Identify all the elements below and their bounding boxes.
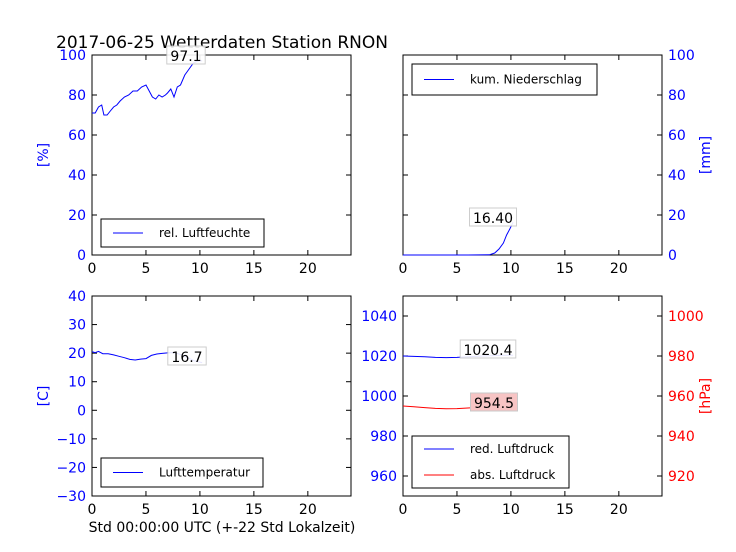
x-tick-label: 20 [299,261,317,277]
annotation-label: 954.5 [474,396,514,412]
y-tick-label-right: 100 [668,48,695,64]
x-axis-label: Std 00:00:00 UTC (+-22 Std Lokalzeit) [89,520,356,536]
y-tick-label: −10 [56,432,86,448]
y-tick-label-right: 80 [668,88,686,104]
x-tick-label: 0 [399,502,408,518]
x-tick-label: 15 [245,502,263,518]
panel-4: 0 5 10 15 20 960 980 1000 1020 1040 920 940 960 980 10… [361,295,714,518]
y-tick-label: 1020 [361,349,397,365]
legend-label: abs. Luftdruck [470,468,555,482]
x-tick-label: 15 [245,261,263,277]
y-tick-label: 30 [68,318,86,334]
annotation-box [459,339,517,359]
y-tick-label: 40 [68,168,86,184]
x-tick-label: 20 [610,261,628,277]
y-tick-label: 0 [77,248,86,264]
x-tick-label: 5 [141,261,150,277]
figure-title: 2017-06-25 Wetterdaten Station RNON [56,33,388,53]
y-tick-label: −20 [56,460,86,476]
y-axis-label: [%] [36,143,52,167]
panel-1: 0 5 10 15 20 0 20 40 60 80 100 [%] rel. Luftfeuchte 9… [36,45,352,277]
x-tick-label: 20 [610,502,628,518]
x-tick-label: 0 [88,261,97,277]
x-tick-label: 20 [299,502,317,518]
x-tick-label: 10 [191,502,209,518]
x-tick-label: 10 [502,502,520,518]
x-tick-label: 5 [141,502,150,518]
y-tick-label-right: 960 [668,389,695,405]
y-tick-label-right: 60 [668,128,686,144]
y-tick-label: 20 [68,208,86,224]
annotation-label: 16.40 [473,211,513,227]
annotation-box [167,346,207,366]
y-tick-label-right: 920 [668,469,695,485]
annotation-label: 1020.4 [464,343,513,359]
legend-label: red. Luftdruck [470,442,554,456]
x-tick-label: 15 [556,261,574,277]
y-tick-label: 1040 [361,309,397,325]
x-tick-label: 10 [191,261,209,277]
y-tick-label: 0 [77,403,86,419]
legend-box [411,435,570,489]
y-tick-label-right: 980 [668,349,695,365]
annotation-label: 97.1 [170,49,201,65]
y-tick-label: 1000 [361,389,397,405]
x-tick-label: 0 [399,261,408,277]
y-axis-label: [mm] [698,136,714,174]
legend-box [100,218,265,248]
legend-label: rel. Luftfeuchte [159,226,250,240]
y-tick-label: 100 [59,48,86,64]
y-tick-label: −30 [56,489,86,505]
y-tick-label-right: 1000 [668,309,704,325]
annotation-box [166,45,206,65]
x-tick-label: 10 [502,261,520,277]
legend-label: Lufttemperatur [159,466,250,480]
x-tick-label: 0 [88,502,97,518]
y-axis-label: [C] [36,386,52,407]
series-line-1 [92,60,203,116]
y-tick-label: 20 [68,346,86,362]
annotation-box [470,392,518,412]
y-tick-label-right: 20 [668,208,686,224]
y-tick-label: 80 [68,88,86,104]
panel-2: 0 5 10 15 20 0 20 40 60 80 100 [mm] kum. Niederschla… [399,48,714,277]
y-tick-label-right: 940 [668,429,695,445]
y-axis-label: [hPa] [698,378,714,414]
legend-label: kum. Niederschlag [470,73,582,87]
y-tick-label-right: 0 [668,248,677,264]
y-tick-label: 960 [370,469,397,485]
x-tick-label: 15 [556,502,574,518]
x-tick-label: 5 [452,502,461,518]
panel-3: 0 5 10 15 20 −30 −20 −10 0 10 20 30 40 [C] Lufttempera… [36,289,352,518]
y-tick-label-right: 40 [668,168,686,184]
annotation-label: 16.7 [171,350,202,366]
y-tick-label: 60 [68,128,86,144]
y-tick-label: 980 [370,429,397,445]
x-tick-label: 5 [452,261,461,277]
annotation-box [469,207,517,227]
y-tick-label: 10 [68,375,86,391]
y-tick-label: 40 [68,289,86,305]
series-line-1 [403,221,514,256]
